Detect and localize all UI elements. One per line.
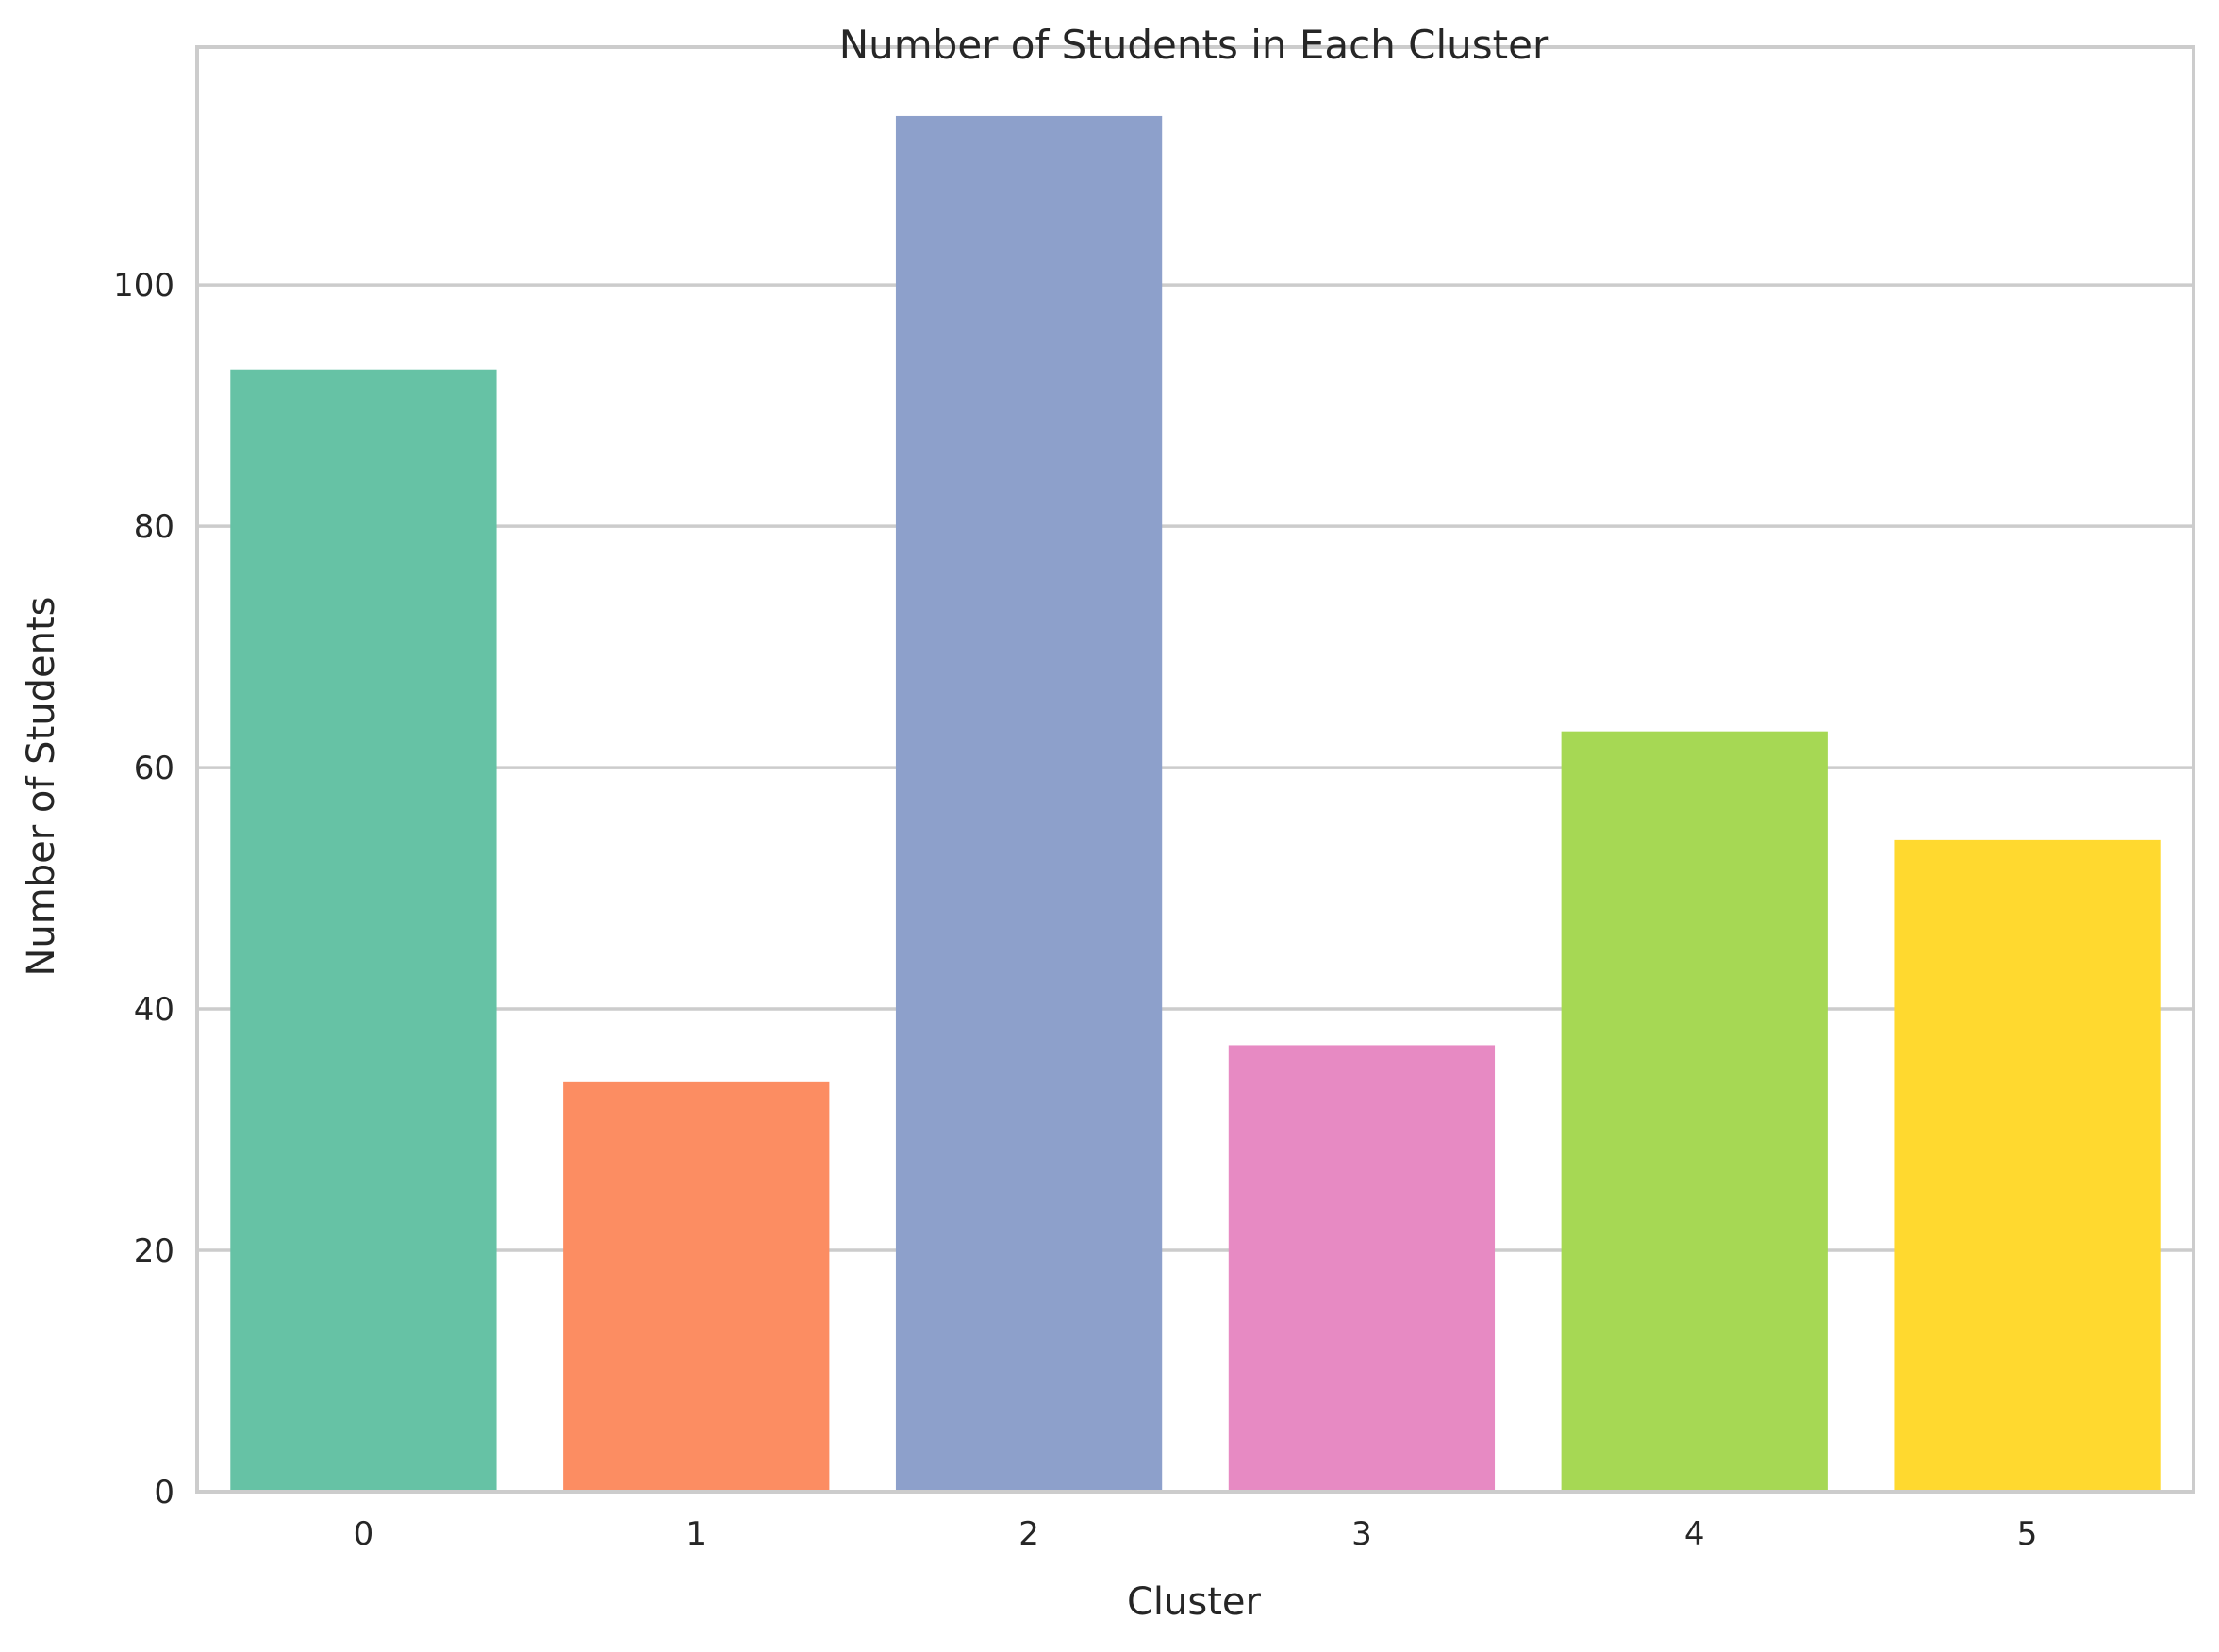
y-tick-label: 20 [134, 1232, 174, 1270]
bar-cluster-5 [1894, 839, 2161, 1492]
y-axis-label: Number of Students [20, 597, 63, 977]
y-tick-label: 100 [113, 267, 174, 305]
bar-cluster-4 [1561, 731, 1828, 1492]
chart-title: Number of Students in Each Cluster [839, 22, 1549, 68]
y-tick-label: 40 [134, 991, 174, 1029]
x-tick-label: 1 [686, 1515, 706, 1553]
y-tick-label: 80 [134, 508, 174, 546]
x-tick-label: 4 [1684, 1515, 1705, 1553]
y-tick-label: 60 [134, 750, 174, 787]
bar-cluster-2 [895, 115, 1163, 1492]
bar-cluster-0 [230, 369, 497, 1492]
bar-cluster-3 [1228, 1045, 1496, 1492]
x-tick-label: 0 [354, 1515, 374, 1553]
x-axis-ticks: 0 1 2 3 4 5 [354, 1515, 2038, 1553]
x-tick-label: 2 [1018, 1515, 1039, 1553]
y-tick-label: 0 [154, 1474, 174, 1512]
x-tick-label: 5 [2017, 1515, 2038, 1553]
x-axis-label: Cluster [1127, 1580, 1262, 1624]
x-tick-label: 3 [1351, 1515, 1372, 1553]
bars [230, 115, 2161, 1492]
gridlines [197, 283, 2194, 1252]
y-axis-ticks: 0 20 40 60 80 100 [113, 267, 174, 1512]
plot-frame [195, 45, 2195, 1494]
bar-cluster-1 [563, 1081, 830, 1492]
